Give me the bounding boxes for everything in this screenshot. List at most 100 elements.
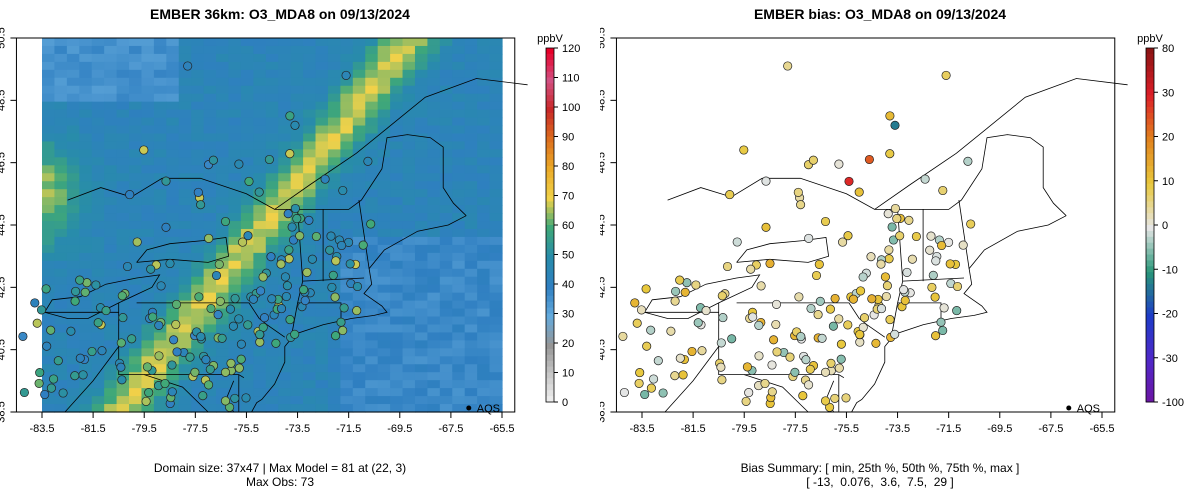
- model-grid-cell: [452, 372, 466, 381]
- model-grid-cell: [303, 236, 317, 246]
- aqs-station-marker: [116, 362, 126, 372]
- aqs-bias-marker: [825, 304, 835, 314]
- model-grid-cell: [340, 252, 354, 262]
- model-grid-cell: [79, 53, 93, 63]
- model-grid-cell: [265, 284, 279, 294]
- aqs-station-marker: [358, 240, 368, 250]
- model-grid-cell: [477, 69, 491, 79]
- model-grid-cell: [191, 404, 205, 413]
- model-grid-cell: [477, 404, 491, 413]
- model-grid-cell: [216, 356, 230, 365]
- model-grid-cell: [477, 157, 491, 166]
- canada-border: [667, 134, 1067, 216]
- model-grid-cell: [166, 340, 180, 349]
- model-grid-cell: [464, 364, 478, 373]
- model-grid-cell: [216, 348, 230, 357]
- model-grid-cell: [390, 101, 404, 111]
- model-grid-cell: [178, 45, 192, 55]
- model-grid-cell: [315, 53, 329, 63]
- model-grid-cell: [166, 324, 180, 334]
- aqs-bias-marker: [640, 389, 650, 400]
- model-grid-cell: [253, 388, 267, 397]
- model-grid-cell: [327, 181, 341, 190]
- model-grid-cell: [42, 348, 56, 357]
- model-grid-cell: [315, 61, 329, 71]
- model-grid-cell: [79, 236, 93, 246]
- aqs-bias-marker: [716, 362, 726, 372]
- model-footer-domain: Domain size: 37x47 | Max Model = 81 at (…: [153, 461, 407, 475]
- aqs-bias-marker: [926, 231, 936, 241]
- model-grid-cell: [489, 276, 503, 286]
- model-grid-cell: [166, 252, 180, 262]
- model-grid-cell: [352, 69, 366, 79]
- model-grid-cell: [129, 372, 143, 381]
- model-grid-cell: [390, 348, 404, 357]
- aqs-station-marker: [264, 154, 274, 165]
- aqs-bias-marker: [866, 252, 876, 262]
- model-grid-cell: [54, 109, 68, 119]
- aqs-bias-marker: [966, 219, 976, 229]
- aqs-station-marker: [35, 368, 45, 378]
- model-grid-cell: [129, 181, 143, 190]
- model-grid-cell: [327, 61, 341, 71]
- model-grid-cell: [290, 77, 304, 87]
- model-grid-cell: [129, 189, 143, 198]
- aqs-bias-marker: [937, 240, 947, 251]
- aqs-station-marker: [230, 293, 240, 304]
- model-grid-cell: [42, 141, 56, 151]
- model-grid-cell: [439, 69, 453, 79]
- aqs-station-marker: [161, 222, 171, 232]
- model-grid-cell: [240, 205, 254, 214]
- aqs-station-marker: [171, 299, 182, 309]
- state-boundary: [958, 200, 970, 269]
- model-grid-cell: [91, 61, 105, 71]
- model-grid-cell: [315, 268, 329, 278]
- model-grid-cell: [104, 332, 118, 341]
- model-grid-cell: [489, 38, 503, 47]
- colorbar-segment: [546, 101, 554, 108]
- model-grid-cell: [141, 236, 155, 246]
- model-grid-cell: [390, 252, 404, 262]
- model-grid-cell: [116, 45, 130, 55]
- model-grid-cell: [327, 324, 341, 334]
- model-grid-cell: [327, 165, 341, 174]
- model-grid-cell: [452, 260, 466, 270]
- model-grid-cell: [402, 53, 416, 63]
- model-grid-cell: [278, 324, 292, 334]
- model-grid-cell: [253, 117, 267, 127]
- model-grid-cell: [253, 260, 267, 270]
- model-grid-cell: [427, 332, 441, 341]
- model-grid-cell: [303, 244, 317, 254]
- aqs-bias-marker: [670, 296, 680, 306]
- model-grid-cell: [178, 197, 192, 206]
- model-grid-cell: [402, 93, 416, 103]
- model-grid-cell: [303, 38, 317, 47]
- colorbar-segment: [1146, 160, 1154, 167]
- model-grid-cell: [178, 388, 192, 397]
- colorbar-segment: [1146, 83, 1154, 90]
- model-grid-cell: [414, 53, 429, 63]
- model-grid-cell: [153, 93, 167, 103]
- model-grid-cell: [116, 244, 130, 254]
- model-grid-cell: [216, 61, 230, 71]
- model-grid-cell: [104, 133, 118, 143]
- model-grid-cell: [414, 38, 429, 47]
- model-grid-cell: [427, 157, 441, 166]
- aqs-station-marker: [70, 371, 80, 381]
- model-grid-cell: [228, 61, 242, 71]
- model-grid-cell: [91, 396, 105, 405]
- model-grid-cell: [228, 77, 242, 87]
- model-grid-cell: [191, 165, 205, 174]
- aqs-station-marker: [183, 61, 193, 71]
- colorbar-segment: [1146, 354, 1154, 362]
- model-grid-cell: [42, 181, 56, 190]
- model-grid-cell: [42, 197, 56, 206]
- colorbar-tick-label: -10: [1162, 264, 1178, 276]
- model-grid-cell: [377, 340, 391, 349]
- model-grid-cell: [402, 101, 416, 111]
- model-grid-cell: [452, 268, 466, 278]
- colorbar-segment: [1146, 396, 1154, 403]
- model-grid-cell: [452, 109, 466, 119]
- model-grid-cell: [91, 404, 105, 413]
- model-grid-cell: [129, 364, 143, 373]
